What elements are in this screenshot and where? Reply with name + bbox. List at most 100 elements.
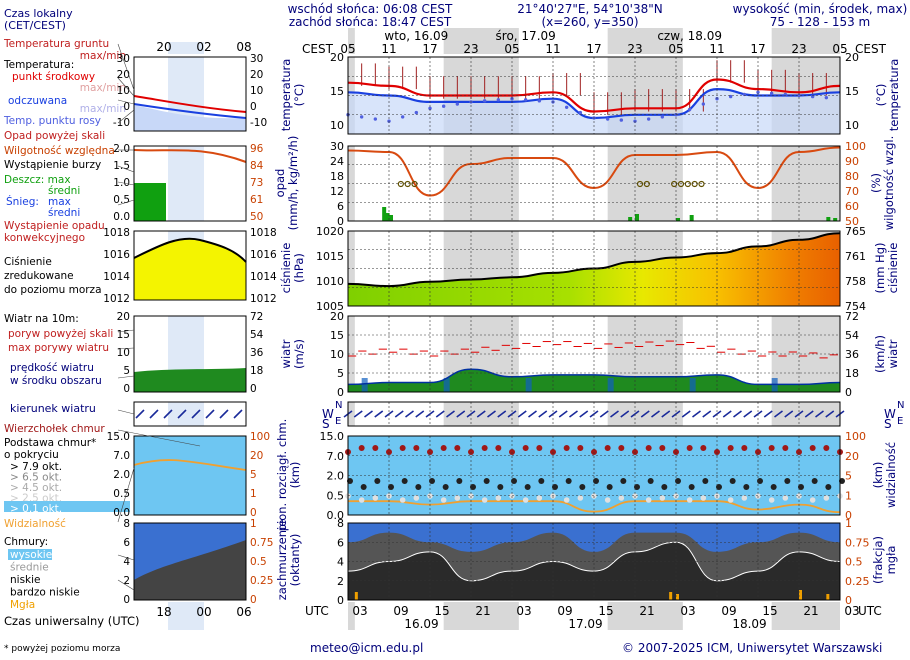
legend-precip-tick-right: 96 bbox=[250, 143, 264, 155]
storm-marker bbox=[411, 180, 418, 188]
cover-right-label-line: mgła bbox=[884, 546, 898, 575]
cloud-base-dot bbox=[524, 484, 531, 490]
cloud-base-dot bbox=[483, 478, 490, 484]
dew-point bbox=[373, 117, 378, 121]
legend-cover-tick-left: 8 bbox=[123, 518, 130, 530]
legend-utc-hour: 00 bbox=[196, 605, 211, 619]
cloud-base-dot bbox=[538, 478, 545, 484]
legend-pressure-label: do poziomu morza bbox=[4, 284, 102, 296]
legend-night-precip bbox=[168, 146, 204, 221]
clouds-right-label-line: (km) bbox=[871, 462, 885, 489]
legend-leader bbox=[117, 77, 135, 97]
compass-n-right: N bbox=[897, 400, 904, 411]
top-tz-left: CEST bbox=[302, 42, 334, 56]
legend-visibility-label: Widzialność bbox=[4, 518, 66, 530]
wind-arrow bbox=[569, 410, 578, 418]
wind-left-label: wiatr(m/s) bbox=[279, 339, 306, 369]
cloud-base-dot bbox=[442, 484, 449, 490]
cloud-top-dot bbox=[686, 445, 693, 451]
rain-bar bbox=[628, 217, 633, 221]
legend-snow-max: max bbox=[48, 196, 71, 208]
legend-precip-tick-right: 61 bbox=[250, 194, 263, 206]
wind-arrow bbox=[722, 410, 732, 418]
cloud-top-dot bbox=[399, 445, 406, 451]
cloud-base-dot bbox=[552, 484, 558, 490]
sunrise-text: wschód słońca: 06:08 CEST bbox=[287, 2, 453, 16]
clouds-tick-right: 20 bbox=[845, 450, 859, 463]
legend-leader bbox=[117, 329, 135, 333]
temp-right-label-line: (°C) bbox=[874, 84, 888, 107]
wind-arrow bbox=[784, 410, 794, 418]
clouds-tick-left: 7.0 bbox=[327, 450, 345, 463]
legend-leader bbox=[117, 347, 135, 350]
cover-tick-right: 0 bbox=[845, 594, 852, 607]
cover-tick-left: 4 bbox=[337, 556, 344, 569]
height-values: 75 - 128 - 153 m bbox=[769, 15, 871, 29]
clouds-tick-left: 0.0 bbox=[327, 509, 345, 522]
storm-marker bbox=[698, 180, 705, 188]
bottom-hour: 21 bbox=[639, 604, 654, 618]
legend-rain-mid: średni bbox=[48, 185, 80, 197]
legend-leader bbox=[117, 165, 135, 173]
temp-right-label-line: temperatura bbox=[887, 59, 901, 132]
wind-tick-left: 5 bbox=[337, 367, 344, 380]
pressure-tick-left: 1020 bbox=[316, 225, 344, 238]
wind-arrow bbox=[435, 410, 445, 418]
legend-leader bbox=[117, 429, 201, 447]
bottom-hour: 03 bbox=[680, 604, 695, 618]
cover-tick-left: 8 bbox=[337, 517, 344, 530]
wind-right-label-line: wiatr bbox=[886, 339, 900, 368]
precip-right-label-line: wilgotność wzgl. bbox=[882, 136, 896, 231]
cover-tick-right: 0.5 bbox=[845, 556, 863, 569]
dew-point bbox=[605, 117, 610, 121]
sun-info: wschód słońca: 06:08 CEST zachód słońca:… bbox=[280, 3, 460, 29]
legend-leader bbox=[117, 99, 135, 105]
dew-point bbox=[400, 115, 405, 119]
wind-arrow bbox=[517, 410, 527, 418]
cloud-base-dot bbox=[579, 484, 586, 490]
wind-arrow bbox=[476, 410, 486, 418]
cloud-base-dot-light bbox=[823, 495, 830, 501]
storm-marker bbox=[636, 180, 644, 188]
cloud-top-dot bbox=[823, 445, 830, 451]
legend-local-hour: 02 bbox=[196, 40, 211, 54]
pressure-left-label: ciśnienie(hPa) bbox=[279, 243, 306, 294]
clouds-tick-right: 5 bbox=[845, 470, 852, 483]
legend-night-bottom bbox=[168, 602, 204, 630]
footer-email[interactable]: meteo@icm.edu.pl bbox=[310, 641, 424, 655]
cloud-base-dot bbox=[620, 478, 627, 484]
bottom-tz-right: UTC bbox=[858, 604, 882, 618]
legend-cover-tick-left: 0 bbox=[123, 594, 130, 606]
top-night-2 bbox=[607, 28, 683, 54]
location-info: 21°40'27"E, 54°10'38"N (x=260, y=350) bbox=[500, 3, 680, 29]
cover-tick-right: 0.75 bbox=[845, 536, 870, 549]
rain-bar bbox=[385, 213, 390, 221]
legend-wind-arrow bbox=[163, 409, 173, 419]
legend-wind-arrow bbox=[177, 409, 187, 419]
wind-arrow bbox=[774, 410, 783, 418]
legend-cover-tick-right: 0.75 bbox=[250, 537, 273, 549]
legend-occur-1: Wystąpienie opadu bbox=[4, 220, 105, 232]
bottom-hour: 15 bbox=[434, 604, 449, 618]
precip-tick-right: 60 bbox=[845, 200, 859, 213]
legend-temp-tick-left: 0 bbox=[123, 101, 130, 113]
cloud-base-dot bbox=[702, 478, 709, 484]
temp-right-label: (°C)temperatura bbox=[874, 59, 901, 132]
series bbox=[343, 60, 845, 600]
bottom-hour: 15 bbox=[598, 604, 613, 618]
cloud-base-dot bbox=[401, 478, 408, 484]
cloud-top-dot bbox=[454, 445, 461, 451]
legend-cover-item: wysokie bbox=[10, 549, 52, 561]
cloud-base-dot bbox=[798, 484, 804, 490]
wind-arrow bbox=[353, 410, 363, 418]
dew-point bbox=[359, 115, 364, 119]
cloud-base-dot-light bbox=[454, 495, 461, 501]
cloud-base-dot bbox=[511, 478, 517, 484]
rain-bar bbox=[635, 214, 639, 221]
wind-arrow bbox=[599, 410, 609, 418]
cloud-base-dot bbox=[784, 478, 791, 484]
legend-wind-tick-right: 0 bbox=[250, 383, 257, 395]
footer-copyright: © 2007-2025 ICM, Uniwersytet Warszawski bbox=[622, 641, 883, 655]
frame-precip bbox=[347, 145, 841, 222]
